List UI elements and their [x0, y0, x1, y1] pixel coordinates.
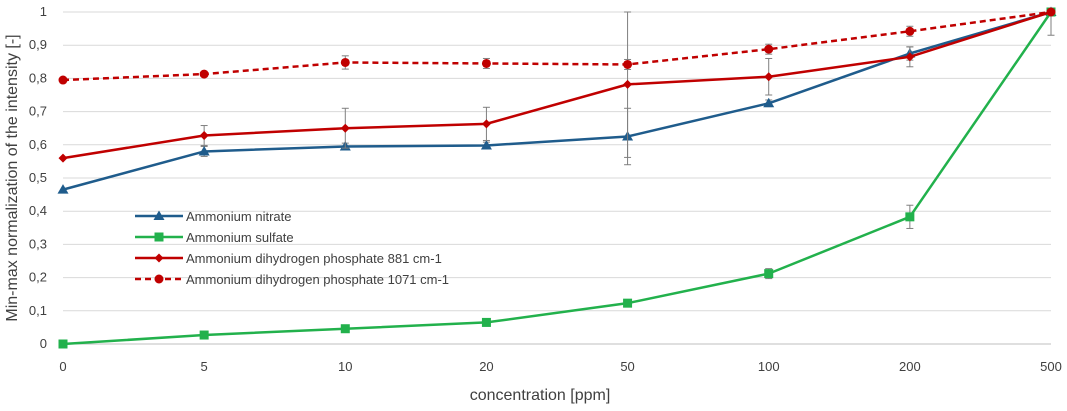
- marker-square: [58, 339, 68, 349]
- marker-diamond: [58, 153, 68, 163]
- marker-triangle: [153, 210, 165, 220]
- series-line: [62, 10, 1052, 191]
- x-tick-label: 10: [338, 359, 352, 374]
- marker-square: [481, 317, 491, 327]
- marker-square: [154, 232, 164, 242]
- x-axis-ticks: 0 5 10 20 50 100 200 500: [59, 359, 1061, 374]
- y-tick-label: 0,4: [29, 203, 47, 218]
- marker-circle: [154, 274, 164, 284]
- y-tick-label: 0,1: [29, 303, 47, 318]
- legend: Ammonium nitrate Ammonium sulfate Ammonium…: [135, 209, 449, 287]
- y-tick-label: 0,2: [29, 270, 47, 285]
- marker-circle: [58, 75, 68, 85]
- legend-item: Ammonium sulfate: [135, 230, 294, 245]
- y-tick-label: 0: [40, 336, 47, 351]
- x-tick-label: 200: [899, 359, 921, 374]
- y-tick-label: 0,5: [29, 170, 47, 185]
- gridlines: [63, 11, 1051, 345]
- marker-circle: [764, 44, 774, 54]
- series: [57, 6, 1057, 194]
- y-tick-label: 0,7: [29, 104, 47, 119]
- marker-square: [905, 212, 915, 222]
- marker-diamond: [905, 52, 915, 62]
- marker-diamond: [199, 131, 209, 141]
- marker-triangle: [57, 184, 69, 194]
- y-tick-label: 0,9: [29, 37, 47, 52]
- legend-item: Ammonium dihydrogen phosphate 1071 cm-1: [135, 272, 449, 287]
- legend-label: Ammonium dihydrogen phosphate 881 cm-1: [186, 251, 442, 266]
- series-group: [57, 6, 1057, 349]
- marker-triangle: [763, 97, 775, 108]
- x-tick-label: 0: [59, 359, 66, 374]
- legend-label: Ammonium nitrate: [186, 209, 291, 224]
- x-axis-title: concentration [ppm]: [470, 387, 611, 404]
- y-tick-label: 0,3: [29, 236, 47, 251]
- marker-diamond: [481, 119, 491, 129]
- series-line: [62, 10, 1052, 160]
- legend-label: Ammonium dihydrogen phosphate 1071 cm-1: [186, 272, 449, 287]
- marker-diamond: [154, 253, 164, 263]
- marker-square: [623, 298, 633, 308]
- legend-item: Ammonium nitrate: [135, 209, 291, 224]
- marker-square: [340, 324, 350, 334]
- x-tick-label: 50: [620, 359, 634, 374]
- x-tick-label: 5: [201, 359, 208, 374]
- marker-circle: [481, 58, 491, 68]
- y-tick-label: 0,8: [29, 70, 47, 85]
- marker-circle: [623, 59, 633, 69]
- y-tick-label: 0,6: [29, 137, 47, 152]
- marker-square: [764, 269, 774, 279]
- marker-triangle: [480, 139, 492, 150]
- marker-diamond: [340, 123, 350, 133]
- series-line: [62, 11, 1053, 346]
- y-axis-title: Min-max normalization of the intensity […: [4, 34, 21, 321]
- marker-diamond: [764, 72, 774, 82]
- y-axis-ticks: 0 0,1 0,2 0,3 0,4 0,5 0,6 0,7 0,8 0,9 1: [29, 4, 47, 351]
- x-tick-label: 100: [758, 359, 780, 374]
- x-tick-label: 500: [1040, 359, 1062, 374]
- x-tick-label: 20: [479, 359, 493, 374]
- y-tick-label: 1: [40, 4, 47, 19]
- series: [58, 7, 1056, 85]
- legend-item: Ammonium dihydrogen phosphate 881 cm-1: [135, 251, 442, 266]
- marker-circle: [1046, 7, 1056, 17]
- marker-circle: [340, 57, 350, 67]
- marker-diamond: [623, 79, 633, 89]
- marker-triangle: [198, 145, 210, 156]
- marker-circle: [905, 26, 915, 36]
- marker-circle: [199, 69, 209, 79]
- legend-label: Ammonium sulfate: [186, 230, 294, 245]
- series-line: [62, 10, 1052, 82]
- marker-square: [199, 330, 209, 340]
